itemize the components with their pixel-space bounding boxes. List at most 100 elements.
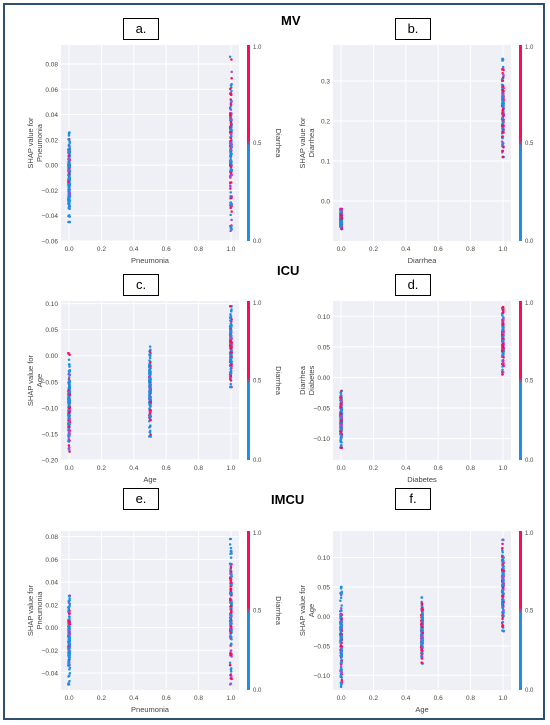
data-point bbox=[340, 207, 343, 211]
data-point bbox=[501, 58, 505, 61]
colorbar-feature-label: Diarrhea bbox=[274, 366, 283, 396]
data-point bbox=[67, 444, 71, 447]
data-point bbox=[229, 93, 233, 97]
data-point bbox=[340, 227, 343, 231]
data-point bbox=[230, 615, 233, 618]
data-point bbox=[149, 429, 152, 433]
data-point bbox=[421, 613, 424, 616]
data-point bbox=[67, 173, 70, 177]
data-point bbox=[340, 604, 343, 607]
data-point bbox=[501, 313, 504, 317]
data-point bbox=[230, 224, 233, 228]
data-point bbox=[230, 308, 233, 311]
data-point bbox=[67, 206, 71, 210]
y-tick-label: 0.04 bbox=[45, 112, 58, 119]
data-point bbox=[67, 358, 71, 362]
data-point bbox=[229, 161, 233, 164]
colorbar bbox=[247, 45, 250, 241]
colorbar-tick-label: 1.0 bbox=[253, 301, 262, 307]
data-point bbox=[230, 637, 233, 641]
data-point bbox=[230, 128, 233, 132]
y-axis-label: Diabetes bbox=[307, 365, 316, 395]
data-point bbox=[502, 316, 505, 319]
data-point bbox=[68, 200, 71, 203]
colorbar bbox=[247, 301, 250, 460]
data-point bbox=[501, 127, 504, 130]
data-point bbox=[67, 448, 71, 451]
colorbar bbox=[519, 531, 522, 690]
y-tick-label: 0.10 bbox=[317, 314, 330, 321]
data-point bbox=[229, 319, 232, 322]
data-point bbox=[339, 634, 342, 638]
data-point bbox=[68, 623, 72, 626]
y-tick-label: 0.10 bbox=[317, 555, 330, 562]
data-point bbox=[228, 619, 232, 622]
data-point bbox=[501, 359, 504, 362]
y-axis-label: Diarrhea bbox=[298, 365, 307, 395]
data-point bbox=[339, 599, 342, 603]
data-point bbox=[339, 214, 343, 217]
data-point bbox=[339, 392, 343, 395]
data-point bbox=[229, 556, 233, 559]
data-point bbox=[67, 157, 71, 161]
y-tick-label: 0.1 bbox=[321, 159, 330, 166]
colorbar-feature-label: Diarrhea bbox=[274, 596, 283, 626]
data-point bbox=[230, 77, 233, 80]
x-tick-label: 0.8 bbox=[466, 465, 475, 472]
data-point bbox=[230, 169, 233, 173]
data-point bbox=[229, 155, 233, 159]
data-point bbox=[67, 400, 71, 404]
x-tick-label: 0.6 bbox=[434, 465, 443, 472]
y-tick-label: 0.00 bbox=[317, 375, 330, 382]
data-point bbox=[502, 371, 505, 374]
data-point bbox=[229, 134, 233, 138]
data-point bbox=[339, 396, 343, 399]
x-tick-label: 0.0 bbox=[337, 246, 346, 253]
data-point bbox=[228, 562, 232, 565]
data-point bbox=[67, 149, 70, 152]
y-axis-label: SHAP value for bbox=[26, 117, 35, 169]
data-point bbox=[228, 114, 232, 117]
x-tick-label: 0.4 bbox=[401, 465, 410, 472]
data-point bbox=[340, 678, 344, 682]
data-point bbox=[502, 610, 505, 614]
data-point bbox=[230, 310, 233, 313]
y-tick-label: 0.04 bbox=[45, 580, 58, 587]
data-point bbox=[339, 210, 342, 213]
x-tick-label: 0.2 bbox=[97, 246, 106, 253]
data-point bbox=[420, 596, 423, 599]
data-point bbox=[149, 408, 152, 412]
data-point bbox=[229, 622, 233, 626]
y-axis-label: SHAP value for bbox=[26, 584, 35, 636]
data-point bbox=[501, 345, 505, 348]
data-point bbox=[68, 627, 71, 631]
y-tick-label: −0.15 bbox=[42, 431, 59, 438]
data-point bbox=[67, 620, 70, 624]
x-tick-label: 0.2 bbox=[369, 695, 378, 702]
x-tick-label: 1.0 bbox=[226, 246, 235, 253]
data-point bbox=[230, 583, 233, 587]
data-point bbox=[149, 400, 152, 404]
data-point bbox=[148, 345, 152, 348]
data-point bbox=[339, 436, 343, 439]
data-point bbox=[68, 161, 71, 164]
data-point bbox=[501, 79, 505, 82]
data-point bbox=[68, 654, 71, 658]
data-point bbox=[230, 653, 233, 657]
y-axis-label: Age bbox=[307, 604, 316, 617]
data-point bbox=[228, 537, 232, 541]
colorbar-tick-label: 1.0 bbox=[525, 45, 534, 51]
data-point bbox=[500, 117, 504, 120]
data-point bbox=[339, 641, 342, 645]
data-point bbox=[67, 651, 70, 655]
x-tick-label: 0.4 bbox=[129, 465, 138, 472]
data-point bbox=[421, 645, 424, 648]
data-point bbox=[340, 590, 344, 594]
panel-label-c: c. bbox=[123, 274, 159, 296]
data-point bbox=[340, 419, 343, 423]
data-point bbox=[68, 615, 71, 618]
data-point bbox=[339, 596, 343, 599]
data-point bbox=[340, 423, 344, 426]
data-point bbox=[228, 627, 232, 630]
plot-area bbox=[61, 45, 239, 241]
